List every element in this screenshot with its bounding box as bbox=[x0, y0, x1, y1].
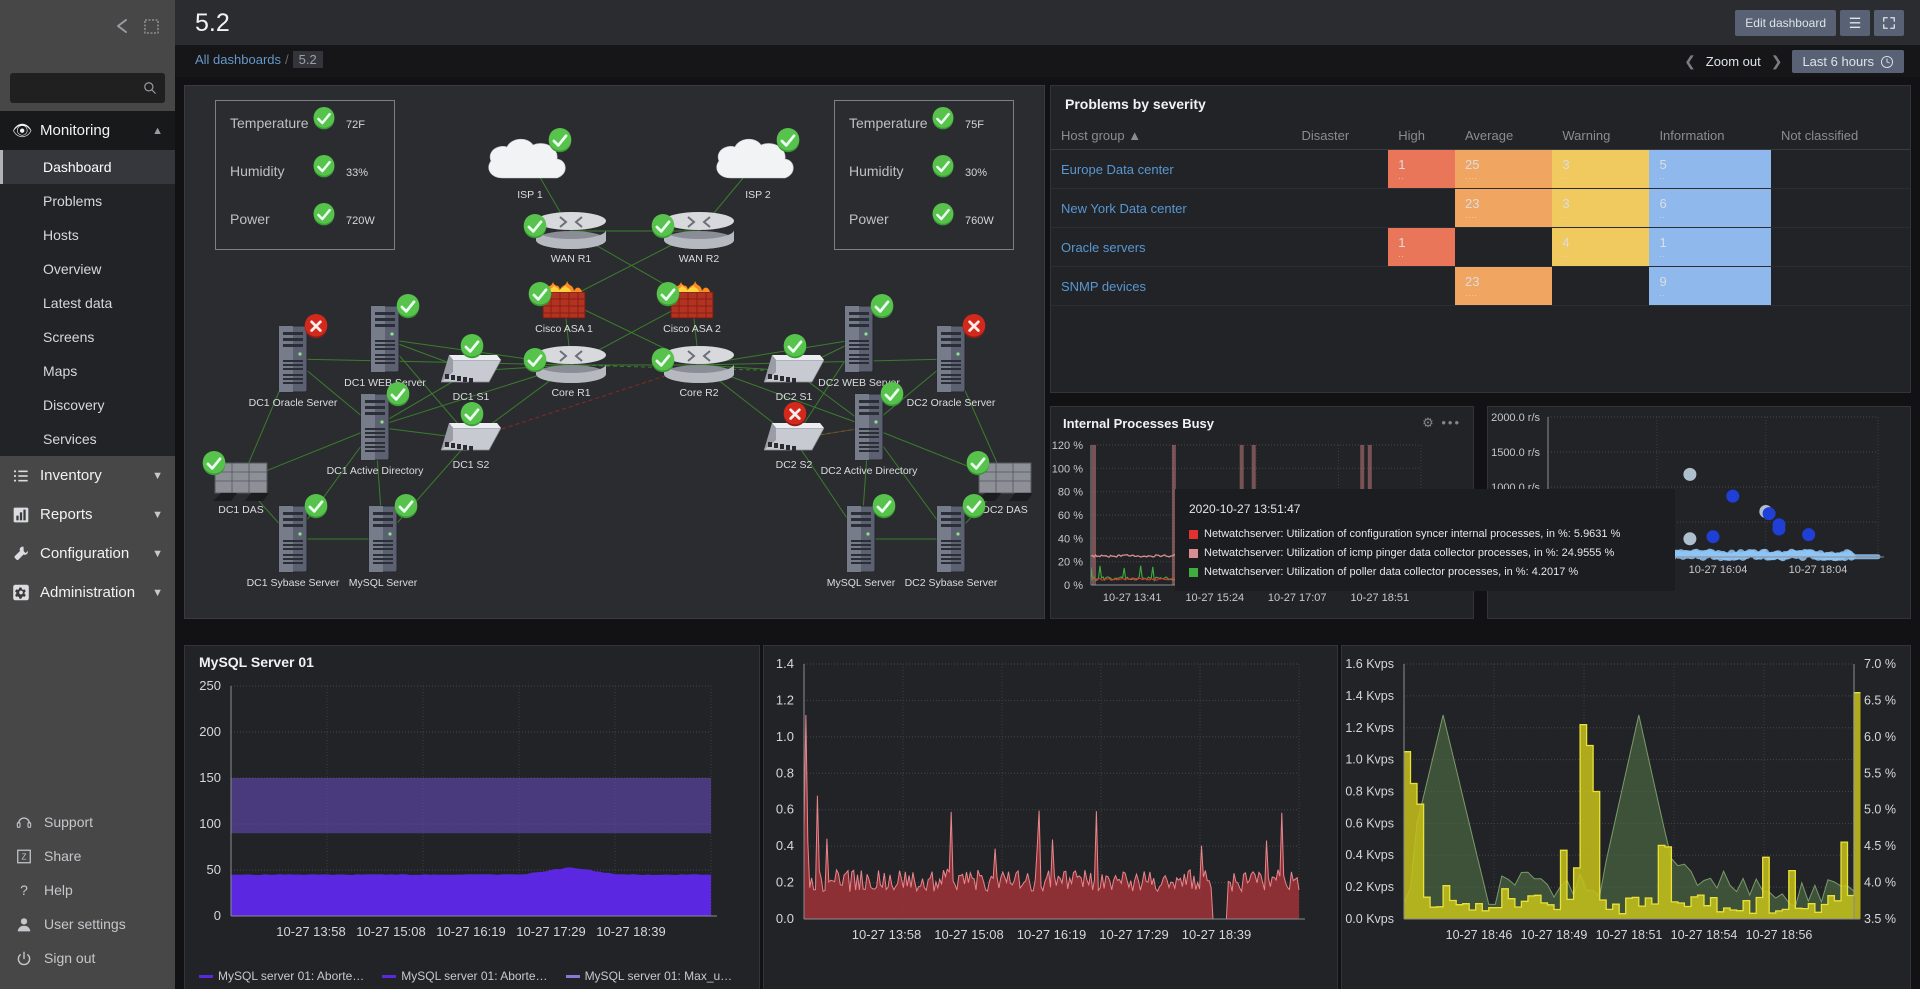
svg-text:10-27 18:49: 10-27 18:49 bbox=[1521, 928, 1588, 942]
svg-text:4.0 %: 4.0 % bbox=[1864, 876, 1896, 890]
svg-text:DC1 S2: DC1 S2 bbox=[453, 459, 490, 471]
svg-text:0.4 Kvps: 0.4 Kvps bbox=[1345, 848, 1394, 862]
svg-text:10-27 18:04: 10-27 18:04 bbox=[1789, 564, 1848, 576]
svg-text:DC1 S1: DC1 S1 bbox=[453, 391, 490, 403]
svg-text:6.5 %: 6.5 % bbox=[1864, 693, 1896, 707]
svg-text:Z: Z bbox=[22, 852, 27, 861]
svg-text:10-27 17:29: 10-27 17:29 bbox=[516, 924, 585, 939]
svg-text:1.4: 1.4 bbox=[776, 656, 794, 671]
svg-text:10-27 16:19: 10-27 16:19 bbox=[1017, 927, 1086, 942]
svg-text:200: 200 bbox=[199, 724, 221, 739]
svg-text:250: 250 bbox=[199, 678, 221, 693]
svg-text:100: 100 bbox=[199, 816, 221, 831]
svg-text:7.0 %: 7.0 % bbox=[1864, 657, 1896, 671]
svg-text:1.0 Kvps: 1.0 Kvps bbox=[1345, 753, 1394, 767]
svg-text:1.4 Kvps: 1.4 Kvps bbox=[1345, 689, 1394, 703]
svg-text:0.0 Kvps: 0.0 Kvps bbox=[1345, 912, 1394, 926]
svg-text:DC1 WEB Server: DC1 WEB Server bbox=[344, 377, 426, 389]
svg-text:1.6 Kvps: 1.6 Kvps bbox=[1345, 657, 1394, 671]
svg-text:10-27 18:51: 10-27 18:51 bbox=[1350, 592, 1409, 604]
svg-text:MySQL Server: MySQL Server bbox=[349, 577, 418, 589]
svg-text:0.8: 0.8 bbox=[776, 765, 794, 780]
svg-text:10-27 15:24: 10-27 15:24 bbox=[1185, 592, 1244, 604]
svg-text:3.5 %: 3.5 % bbox=[1864, 912, 1896, 926]
svg-text:0: 0 bbox=[214, 908, 221, 923]
svg-text:DC1 DAS: DC1 DAS bbox=[218, 504, 264, 516]
svg-text:10-27 15:08: 10-27 15:08 bbox=[934, 927, 1003, 942]
svg-text:6.0 %: 6.0 % bbox=[1864, 730, 1896, 744]
svg-text:2000.0 r/s: 2000.0 r/s bbox=[1491, 412, 1540, 424]
svg-text:0.4: 0.4 bbox=[776, 838, 794, 853]
svg-text:40 %: 40 % bbox=[1058, 533, 1083, 545]
svg-text:100 %: 100 % bbox=[1052, 463, 1083, 475]
svg-text:DC2 Sybase Server: DC2 Sybase Server bbox=[905, 577, 998, 589]
svg-text:Cisco ASA 2: Cisco ASA 2 bbox=[663, 323, 721, 335]
svg-text:1.0: 1.0 bbox=[776, 729, 794, 744]
svg-text:10-27 17:07: 10-27 17:07 bbox=[1268, 592, 1327, 604]
svg-text:ISP 1: ISP 1 bbox=[517, 189, 543, 201]
svg-text:1500.0 r/s: 1500.0 r/s bbox=[1491, 447, 1540, 459]
svg-text:150: 150 bbox=[199, 770, 221, 785]
svg-text:WAN R1: WAN R1 bbox=[551, 253, 592, 265]
svg-text:0.2: 0.2 bbox=[776, 875, 794, 890]
svg-text:10-27 18:39: 10-27 18:39 bbox=[1182, 927, 1251, 942]
svg-text:5.5 %: 5.5 % bbox=[1864, 766, 1896, 780]
svg-text:0.8 Kvps: 0.8 Kvps bbox=[1345, 785, 1394, 799]
svg-text:Core R2: Core R2 bbox=[679, 387, 718, 399]
svg-text:0.2 Kvps: 0.2 Kvps bbox=[1345, 880, 1394, 894]
svg-text:DC2 DAS: DC2 DAS bbox=[982, 504, 1028, 516]
svg-text:WAN R2: WAN R2 bbox=[679, 253, 720, 265]
svg-text:5.0 %: 5.0 % bbox=[1864, 803, 1896, 817]
svg-text:DC2 S1: DC2 S1 bbox=[776, 391, 813, 403]
svg-text:10-27 18:54: 10-27 18:54 bbox=[1671, 928, 1738, 942]
svg-text:0 %: 0 % bbox=[1064, 580, 1083, 592]
svg-text:MySQL Server: MySQL Server bbox=[827, 577, 896, 589]
svg-text:0.6: 0.6 bbox=[776, 802, 794, 817]
svg-text:10-27 18:39: 10-27 18:39 bbox=[596, 924, 665, 939]
svg-text:ISP 2: ISP 2 bbox=[745, 189, 771, 201]
svg-text:10-27 16:04: 10-27 16:04 bbox=[1689, 564, 1748, 576]
svg-text:DC2 Oracle Server: DC2 Oracle Server bbox=[907, 397, 996, 409]
svg-text:60 %: 60 % bbox=[1058, 510, 1083, 522]
svg-text:10-27 13:58: 10-27 13:58 bbox=[852, 927, 921, 942]
svg-text:80 %: 80 % bbox=[1058, 487, 1083, 499]
svg-text:0.6 Kvps: 0.6 Kvps bbox=[1345, 816, 1394, 830]
svg-text:1.2: 1.2 bbox=[776, 692, 794, 707]
svg-text:10-27 18:46: 10-27 18:46 bbox=[1446, 928, 1513, 942]
svg-text:1.2 Kvps: 1.2 Kvps bbox=[1345, 721, 1394, 735]
svg-text:10-27 18:51: 10-27 18:51 bbox=[1596, 928, 1663, 942]
svg-text:4.5 %: 4.5 % bbox=[1864, 839, 1896, 853]
svg-text:DC1 Active Directory: DC1 Active Directory bbox=[327, 465, 425, 477]
svg-text:DC1 Oracle Server: DC1 Oracle Server bbox=[249, 397, 338, 409]
svg-text:10-27 13:58: 10-27 13:58 bbox=[276, 924, 345, 939]
svg-text:DC1 Sybase Server: DC1 Sybase Server bbox=[247, 577, 340, 589]
svg-text:10-27 16:19: 10-27 16:19 bbox=[436, 924, 505, 939]
svg-text:20 %: 20 % bbox=[1058, 557, 1083, 569]
svg-text:10-27 18:56: 10-27 18:56 bbox=[1746, 928, 1813, 942]
svg-text:DC2 S2: DC2 S2 bbox=[776, 459, 813, 471]
svg-text:10-27 13:41: 10-27 13:41 bbox=[1103, 592, 1162, 604]
svg-text:120 %: 120 % bbox=[1052, 440, 1083, 452]
svg-text:DC2 Active Directory: DC2 Active Directory bbox=[821, 465, 919, 477]
svg-text:10-27 15:08: 10-27 15:08 bbox=[356, 924, 425, 939]
svg-text:Core R1: Core R1 bbox=[551, 387, 590, 399]
svg-text:0.0: 0.0 bbox=[776, 911, 794, 926]
svg-text:Cisco ASA 1: Cisco ASA 1 bbox=[535, 323, 593, 335]
svg-text:50: 50 bbox=[207, 862, 221, 877]
svg-text:10-27 17:29: 10-27 17:29 bbox=[1099, 927, 1168, 942]
